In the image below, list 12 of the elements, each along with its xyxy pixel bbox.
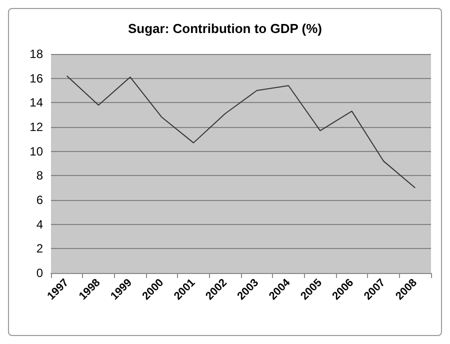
y-tick-label: 8 — [36, 168, 44, 183]
y-tick-label: 2 — [36, 242, 44, 256]
y-tick-label: 0 — [36, 266, 44, 280]
y-tick-label: 6 — [36, 193, 44, 207]
line-series — [66, 75, 416, 188]
y-tick-label: 14 — [30, 96, 44, 110]
y-tick-label: 16 — [30, 71, 44, 86]
y-tick-label: 4 — [36, 217, 44, 232]
y-tick-label: 12 — [30, 120, 44, 134]
y-tick-label: 10 — [30, 144, 44, 158]
y-tick-label: 18 — [30, 47, 44, 61]
chart-title: Sugar: Contribution to GDP (%) — [128, 21, 322, 36]
